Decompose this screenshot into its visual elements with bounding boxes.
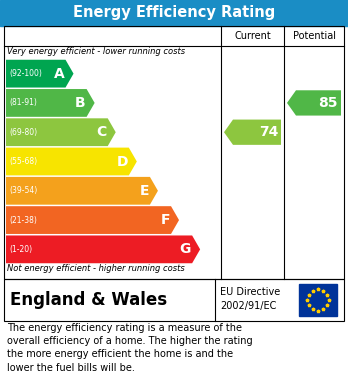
Text: (1-20): (1-20) — [9, 245, 32, 254]
Text: (81-91): (81-91) — [9, 99, 37, 108]
Text: The energy efficiency rating is a measure of the
overall efficiency of a home. T: The energy efficiency rating is a measur… — [7, 323, 253, 373]
Text: (55-68): (55-68) — [9, 157, 37, 166]
Text: C: C — [96, 125, 107, 139]
Polygon shape — [6, 118, 116, 146]
Text: B: B — [75, 96, 86, 110]
Polygon shape — [6, 177, 158, 204]
Bar — [0, 0, 348, 26]
Text: Energy Efficiency Rating: Energy Efficiency Rating — [73, 5, 275, 20]
Polygon shape — [6, 89, 95, 117]
Text: F: F — [160, 213, 170, 227]
Text: Current: Current — [234, 31, 271, 41]
Text: Very energy efficient - lower running costs: Very energy efficient - lower running co… — [7, 47, 185, 56]
Text: Not energy efficient - higher running costs: Not energy efficient - higher running co… — [7, 264, 185, 273]
Text: D: D — [116, 154, 128, 169]
Bar — [4, 279, 344, 321]
Text: (69-80): (69-80) — [9, 128, 37, 137]
Text: 85: 85 — [318, 96, 338, 110]
Bar — [299, 284, 337, 316]
Text: Potential: Potential — [293, 31, 335, 41]
Text: England & Wales: England & Wales — [10, 291, 167, 309]
Text: (39-54): (39-54) — [9, 186, 37, 195]
Polygon shape — [6, 206, 179, 234]
Text: E: E — [140, 184, 149, 198]
Polygon shape — [6, 60, 73, 88]
Text: 74: 74 — [259, 125, 278, 139]
Polygon shape — [6, 148, 137, 176]
Polygon shape — [6, 235, 200, 263]
Text: EU Directive
2002/91/EC: EU Directive 2002/91/EC — [220, 287, 280, 310]
Bar — [4, 26, 344, 279]
Polygon shape — [287, 90, 341, 116]
Text: G: G — [180, 242, 191, 256]
Text: (92-100): (92-100) — [9, 69, 42, 78]
Text: A: A — [54, 66, 64, 81]
Text: (21-38): (21-38) — [9, 215, 37, 224]
Polygon shape — [224, 120, 281, 145]
